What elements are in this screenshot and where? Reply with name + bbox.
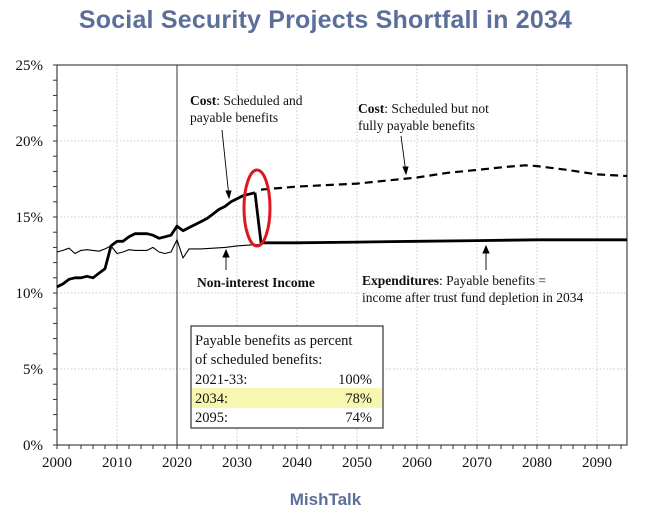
x-tick-label: 2070: [462, 455, 492, 471]
annotation-cost-not-payable: Cost: Scheduled but not fully payable be…: [358, 101, 489, 133]
arrow-cost-not-payable-head: [402, 166, 409, 176]
x-tick-label: 2020: [162, 455, 192, 471]
series-group: [56, 164, 628, 289]
x-tick-label: 2060: [402, 455, 432, 471]
x-tick-label: 2080: [522, 455, 552, 471]
annotation-arrows: [221, 129, 490, 270]
annotation-expenditures: Expenditures: Payable benefits = income …: [362, 273, 583, 305]
box-row-highlight: [192, 388, 382, 408]
box-frame: [190, 325, 384, 429]
box-row-value: 100%: [338, 372, 372, 388]
y-tick-label: 0%: [23, 438, 43, 454]
y-tick-label: 20%: [16, 134, 44, 150]
box-row-period: 2021-33:: [195, 372, 247, 388]
box-row-period: 2095:: [195, 410, 228, 426]
arrow-income-head: [222, 248, 230, 258]
shortfall-highlight-ellipse: [242, 168, 272, 248]
arrow-expenditures-head: [482, 244, 490, 254]
annotation-income: Non-interest Income: [197, 275, 315, 290]
series-cost-payable: [56, 191, 256, 289]
box-row-value: 74%: [345, 410, 372, 426]
x-tick-label: 2090: [582, 455, 612, 471]
annotation-cost-payable-line2: payable benefits: [190, 110, 278, 125]
x-tick-label: 2000: [42, 455, 72, 471]
box-heading-line1: Payable benefits as percent: [195, 333, 352, 349]
annotation-expenditures-line1: Expenditures: Payable benefits =: [362, 273, 546, 288]
y-tick-label: 5%: [23, 362, 43, 378]
x-tick-label: 2010: [102, 455, 132, 471]
annotation-text: : Scheduled but not: [384, 101, 489, 116]
chart-title: Social Security Projects Shortfall in 20…: [78, 6, 573, 34]
annotation-bold: Cost: [190, 93, 217, 108]
annotation-cost-not-payable-line2: fully payable benefits: [358, 118, 475, 133]
series-expenditures: [253, 192, 627, 245]
annotation-text: : Scheduled and: [216, 93, 302, 108]
payable-benefits-box: Payable benefits as percent of scheduled…: [190, 325, 384, 429]
plot-frame: [56, 64, 628, 446]
x-tick-label: 2030: [222, 455, 252, 471]
grid: [57, 65, 627, 445]
annotation-cost-payable-line1: Cost: Scheduled and: [190, 93, 303, 108]
arrow-cost-payable: [221, 129, 230, 198]
arrow-cost-payable-head: [225, 190, 232, 200]
y-tick-label: 10%: [16, 286, 44, 302]
box-heading-line2: of scheduled benefits:: [195, 352, 322, 368]
footer-brand: MishTalk: [289, 490, 362, 509]
series-non-interest-income: [56, 239, 262, 259]
box-row-value: 78%: [345, 391, 372, 407]
annotation-cost-not-payable-line1: Cost: Scheduled but not: [358, 101, 489, 116]
y-tick-label: 25%: [16, 58, 44, 74]
y-tick-label: 15%: [16, 210, 44, 226]
axes: 2000 2010 2020 2030 2040 2050 2060 2070 2080 2090…: [16, 58, 628, 471]
annotation-bold: Cost: [358, 101, 385, 116]
annotation-expenditures-line2: income after trust fund depletion in 203…: [362, 290, 583, 305]
series-cost-not-payable: [260, 164, 628, 191]
x-tick-label: 2040: [282, 455, 312, 471]
x-tick-label: 2050: [342, 455, 372, 471]
annotation-bold: Expenditures: [362, 273, 439, 288]
annotation-text: : Payable benefits =: [439, 273, 546, 288]
annotation-cost-payable: Cost: Scheduled and payable benefits: [190, 93, 303, 125]
box-row-period: 2034:: [195, 391, 228, 407]
